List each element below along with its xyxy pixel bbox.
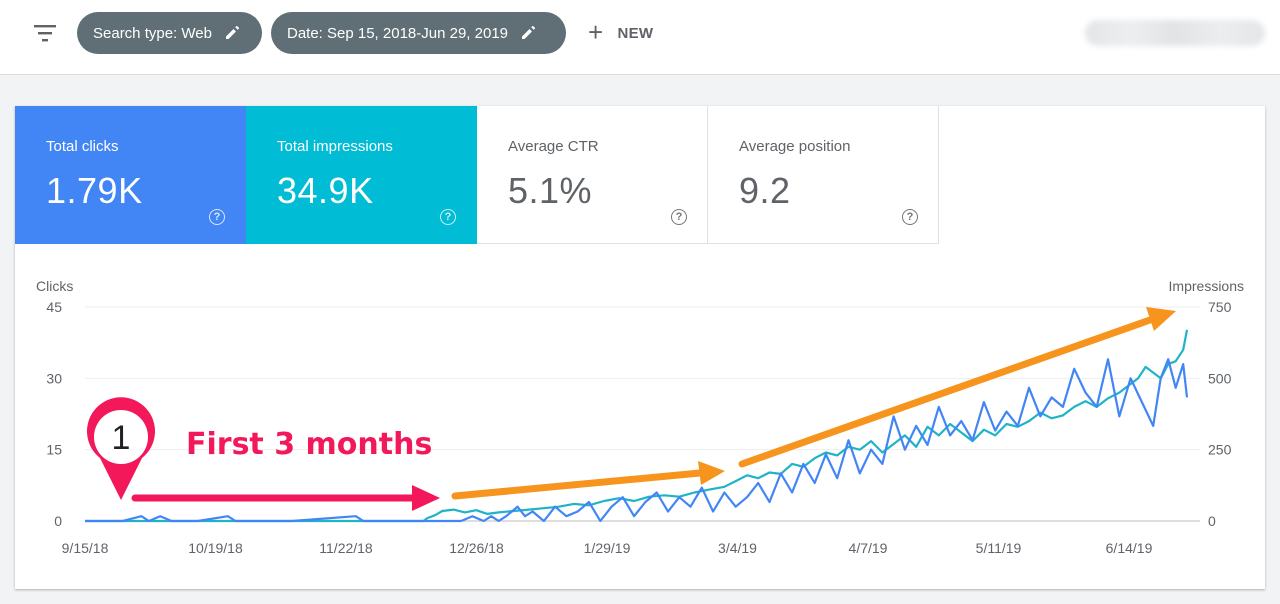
date-range-filter-chip[interactable]: Date: Sep 15, 2018-Jun 29, 2019 — [271, 12, 566, 54]
orange-arrow-shaft — [451, 469, 704, 500]
metric-total-clicks[interactable]: Total clicks 1.79K ? — [15, 106, 246, 244]
new-filter-button[interactable]: + NEW — [588, 17, 654, 47]
x-tick-label: 10/19/18 — [188, 540, 243, 556]
metric-label: Total impressions — [277, 138, 393, 155]
help-icon[interactable]: ? — [671, 209, 687, 225]
y-right-tick-label: 250 — [1208, 442, 1232, 458]
filter-toolbar: Search type: Web Date: Sep 15, 2018-Jun … — [0, 0, 1280, 75]
x-tick-label: 3/4/19 — [718, 540, 757, 556]
x-tick-label: 11/22/18 — [319, 540, 373, 556]
blurred-region — [1085, 20, 1265, 46]
x-tick-label: 9/15/18 — [62, 540, 109, 556]
orange-arrow-head — [1146, 307, 1176, 331]
y-right-tick-label: 500 — [1208, 370, 1232, 386]
metric-value: 1.79K — [46, 170, 143, 211]
metric-average-ctr[interactable]: Average CTR 5.1% ? — [477, 106, 708, 244]
chart-annotations: 1 First 3 months — [86, 307, 1176, 511]
annotation-headline: First 3 months — [186, 427, 432, 462]
y-right-tick-label: 0 — [1208, 513, 1216, 529]
new-filter-label: NEW — [617, 24, 654, 42]
metric-total-impressions[interactable]: Total impressions 34.9K ? — [246, 106, 477, 244]
y-left-axis-label: Clicks — [36, 278, 73, 294]
red-arrow-head — [412, 485, 440, 511]
impressions-series-line — [85, 329, 1189, 523]
metric-label: Average CTR — [508, 138, 599, 155]
y-left-tick-label: 30 — [46, 370, 62, 386]
orange-arrow-head — [698, 461, 725, 485]
help-icon[interactable]: ? — [440, 209, 456, 225]
x-tick-label: 12/26/18 — [449, 540, 504, 556]
metric-label: Total clicks — [46, 138, 119, 155]
help-icon[interactable]: ? — [902, 209, 918, 225]
annotation-badge-number: 1 — [112, 419, 131, 457]
search-type-chip-label: Search type: Web — [93, 24, 212, 42]
x-tick-label: 4/7/19 — [849, 540, 888, 556]
clicks-series-line — [85, 358, 1189, 523]
y-left-tick-label: 15 — [46, 442, 62, 458]
search-type-filter-chip[interactable]: Search type: Web — [77, 12, 262, 54]
pencil-icon[interactable] — [520, 25, 536, 41]
y-left-tick-label: 0 — [54, 513, 62, 529]
x-tick-label: 6/14/19 — [1106, 540, 1153, 556]
metric-value: 5.1% — [508, 170, 593, 211]
help-icon[interactable]: ? — [209, 209, 225, 225]
x-tick-label: 5/11/19 — [976, 540, 1022, 556]
gridlines — [85, 306, 1200, 522]
chart-series — [85, 329, 1189, 523]
pin-inner-circle — [94, 410, 148, 464]
y-left-tick-label: 45 — [46, 299, 62, 315]
pencil-icon[interactable] — [224, 25, 240, 41]
metric-average-position[interactable]: Average position 9.2 ? — [708, 106, 939, 244]
x-tick-label: 1/29/19 — [584, 540, 631, 556]
date-range-chip-label: Date: Sep 15, 2018-Jun 29, 2019 — [287, 24, 509, 42]
metric-label: Average position — [739, 138, 851, 155]
filter-list-icon[interactable] — [33, 22, 57, 44]
plus-icon: + — [588, 17, 604, 47]
metric-value: 34.9K — [277, 170, 374, 211]
metric-value: 9.2 — [739, 170, 791, 211]
annotation-pin: 1 — [86, 397, 155, 500]
y-right-axis-label: Impressions — [1169, 278, 1244, 294]
y-right-tick-label: 750 — [1208, 299, 1232, 315]
orange-arrow-shaft — [738, 316, 1154, 468]
